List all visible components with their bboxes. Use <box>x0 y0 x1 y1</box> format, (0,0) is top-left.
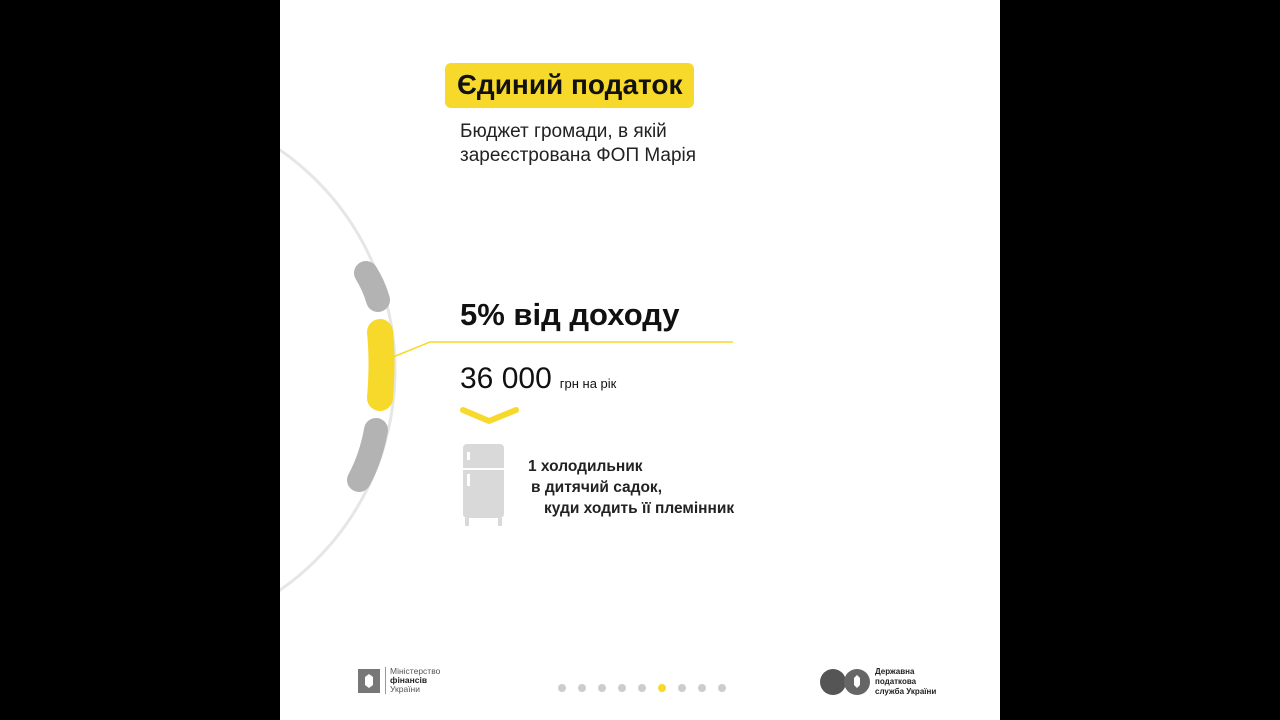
item-line: 1 холодильник <box>528 458 643 475</box>
tax-amount: 36 000 грн на рік <box>460 362 616 396</box>
tax-service-line: податкова <box>875 677 917 686</box>
ministry-line: фінансів <box>390 675 428 685</box>
page-dot[interactable] <box>698 684 706 692</box>
coat-of-arms-icon <box>358 668 380 693</box>
segment-yellow-active <box>367 319 395 411</box>
amount-value: 36 000 <box>460 362 552 395</box>
tax-rate: 5% від доходу <box>460 297 680 332</box>
page-dot[interactable] <box>678 684 686 692</box>
page-dot[interactable] <box>638 684 646 692</box>
item-description: 1 холодильник в дитячий садок, куди ходи… <box>528 456 734 519</box>
subtitle-line: Бюджет громади, в якій <box>460 121 667 142</box>
pagination-dots <box>558 684 726 692</box>
chevron-down-icon <box>460 407 519 424</box>
connector-line <box>392 341 733 358</box>
fridge-icon <box>463 444 504 526</box>
tax-service-emblem-icon <box>820 669 870 695</box>
item-line: куди ходить її племінник <box>544 500 735 517</box>
page-dot[interactable] <box>558 684 566 692</box>
decorative-arc <box>280 148 733 592</box>
page-dot[interactable] <box>718 684 726 692</box>
tax-service-logo: Державна податкова служба України <box>820 667 936 697</box>
subtitle-line: зареєстрована ФОП Марія <box>460 145 697 166</box>
ministry-logo: Міністерство фінансів України <box>358 667 440 694</box>
page-title: Єдиний податок <box>445 63 695 108</box>
page-dot[interactable] <box>598 684 606 692</box>
tax-service-line: служба України <box>875 687 937 696</box>
segment-gray-top <box>354 261 390 312</box>
amount-unit: грн на рік <box>559 376 617 391</box>
page-dot-active[interactable] <box>658 684 666 692</box>
infographic-slide: Єдиний податок Бюджет громади, в якій за… <box>280 0 1000 720</box>
segment-gray-bottom <box>347 418 388 492</box>
subtitle: Бюджет громади, в якій зареєстрована ФОП… <box>460 120 696 168</box>
ministry-line: Міністерство <box>390 666 441 676</box>
ministry-line: України <box>390 684 420 694</box>
tax-service-line: Державна <box>875 667 915 676</box>
page-dot[interactable] <box>618 684 626 692</box>
page-dot[interactable] <box>578 684 586 692</box>
item-line: в дитячий садок, <box>531 479 663 496</box>
arc-circle <box>280 148 397 592</box>
